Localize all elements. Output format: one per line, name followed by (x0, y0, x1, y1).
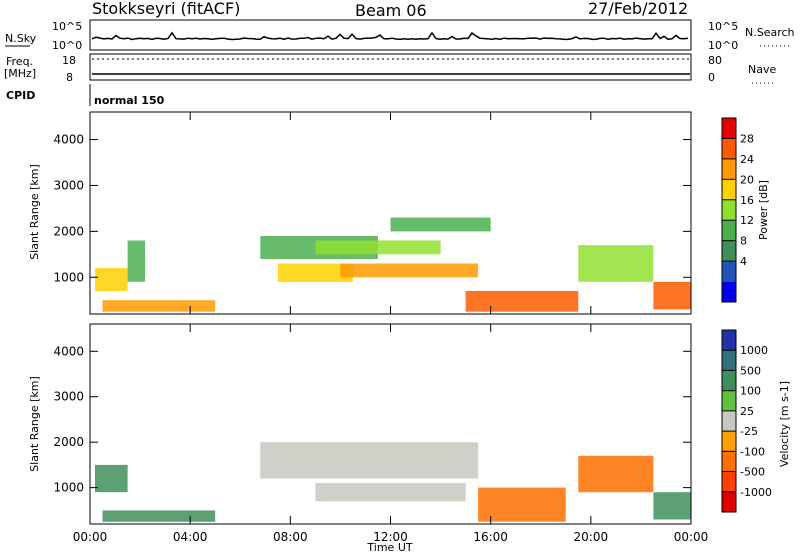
velocity-region (315, 483, 466, 502)
power-colorbar-segment (722, 179, 736, 200)
velocity-region (260, 442, 479, 479)
velocity-colorbar-tick-label: -500 (740, 466, 765, 479)
power-colorbar-segment (722, 220, 736, 241)
power-colorbar-tick-label: 12 (740, 214, 754, 227)
nsearch-tick-top: 10^5 (708, 20, 738, 33)
power-colorbar-segment (722, 240, 736, 262)
power-region (102, 300, 216, 312)
power-region (340, 263, 479, 278)
power-colorbar-tick-label: 8 (740, 235, 747, 248)
freq-tick-bottom: 8 (66, 71, 73, 84)
cpid-label: CPID (6, 89, 35, 102)
velocity-colorbar-label: Velocity [m s-1] (778, 381, 791, 467)
power-colorbar-tick-label: 4 (740, 255, 747, 268)
power-ytick-label: 2000 (53, 224, 84, 238)
nsky-tick-top: 10^5 (52, 20, 82, 33)
velocity-ytick-label: 2000 (53, 435, 84, 449)
nave-tick-bottom: 0 (708, 71, 715, 84)
velocity-colorbar-tick-label: 500 (740, 364, 761, 377)
velocity-ytick-label: 3000 (53, 390, 84, 404)
velocity-colorbar-segment (722, 330, 736, 351)
freq-label-2: [MHz] (4, 67, 36, 80)
cpid-panel: CPID normal 150 (6, 84, 165, 107)
nsky-tick-bottom: 10^0 (52, 39, 82, 52)
velocity-xtick-label: 00:00 (73, 530, 108, 544)
velocity-xtick-label: 08:00 (273, 530, 308, 544)
velocity-region (653, 492, 691, 520)
date-label: 27/Feb/2012 (588, 0, 688, 18)
nsky-line (91, 31, 689, 41)
power-colorbar-segment (722, 138, 736, 159)
velocity-colorbar-segment (722, 431, 736, 452)
power-region (315, 240, 441, 255)
power-colorbar-segment (722, 281, 736, 302)
freq-tick-top: 18 (62, 54, 76, 67)
power-panel: 1000 2000 3000 4000 28 24 20 16 12 8 4 (53, 111, 754, 315)
nsearch-label: N.Search (745, 26, 795, 39)
velocity-colorbar-tick-label: 25 (740, 405, 754, 418)
cpid-value: normal 150 (94, 94, 165, 107)
velocity-region (102, 510, 216, 522)
nsky-panel: N.Sky 10^5 10^0 10^5 10^0 N.Search (5, 19, 795, 52)
power-ylabel: Slant Range [km] (28, 164, 41, 260)
nave-label: Nave (748, 63, 776, 76)
velocity-xtick-label: 04:00 (173, 530, 208, 544)
power-ytick-label: 1000 (53, 270, 84, 284)
velocity-xtick-label: 20:00 (574, 530, 609, 544)
power-ytick-label: 3000 (53, 178, 84, 192)
power-colorbar-tick-label: 20 (740, 173, 754, 186)
velocity-colorbar-tick-label: -25 (740, 425, 758, 438)
power-colorbar-label: Power [dB] (757, 180, 770, 240)
velocity-region (478, 487, 566, 522)
velocity-ytick-label: 4000 (53, 344, 84, 358)
nsky-label: N.Sky (5, 32, 37, 45)
velocity-colorbar-segment (722, 491, 736, 512)
velocity-xtick-label: 12:00 (373, 530, 408, 544)
power-colorbar-segment (722, 158, 736, 180)
power-colorbar-tick-label: 24 (740, 153, 754, 166)
velocity-colorbar-tick-label: -1000 (740, 486, 772, 499)
velocity-colorbar-segment (722, 410, 736, 432)
station-title: Stokkseyri (fitACF) (92, 0, 240, 18)
nsearch-tick-bottom: 10^0 (708, 39, 738, 52)
velocity-colorbar-tick-label: -100 (740, 445, 765, 458)
velocity-colorbar (721, 329, 737, 513)
velocity-colorbar-segment (722, 350, 736, 371)
velocity-colorbar-tick-label: 1000 (740, 344, 768, 357)
velocity-xtick-label: 16:00 (473, 530, 508, 544)
velocity-colorbar-segment (722, 390, 736, 411)
power-colorbar-segment (722, 261, 736, 282)
velocity-colorbar-segment (722, 471, 736, 492)
velocity-xtick-label: 00:00 (674, 530, 709, 544)
velocity-region (578, 455, 654, 493)
power-region (578, 245, 654, 282)
velocity-ytick-label: 1000 (53, 481, 84, 495)
power-frame (89, 111, 692, 315)
power-colorbar-tick-label: 16 (740, 194, 754, 207)
x-axis-label: Time UT (366, 541, 412, 554)
power-colorbar-segment (722, 199, 736, 221)
velocity-colorbar-tick-label: 100 (740, 385, 761, 398)
power-region (127, 240, 146, 282)
velocity-region (95, 464, 128, 493)
power-colorbar (721, 117, 737, 303)
freq-panel: Freq. [MHz] 18 8 80 0 Nave (4, 53, 776, 84)
power-colorbar-tick-label: 28 (740, 132, 754, 145)
power-region (95, 268, 128, 292)
velocity-panel: 1000 2000 3000 4000 00:00 04:00 08:00 12:00 16:0… (53, 323, 772, 544)
power-ytick-label: 4000 (53, 133, 84, 147)
power-region (653, 281, 691, 310)
velocity-colorbar-segment (722, 451, 736, 472)
power-colorbar-segment (722, 118, 736, 139)
power-region (277, 263, 353, 282)
power-region (390, 217, 491, 232)
freq-label-1: Freq. (6, 55, 33, 68)
nave-tick-top: 80 (708, 54, 722, 67)
beam-label: Beam 06 (355, 1, 427, 20)
power-region (465, 291, 579, 312)
velocity-colorbar-segment (722, 370, 736, 391)
velocity-ylabel: Slant Range [km] (28, 376, 41, 472)
